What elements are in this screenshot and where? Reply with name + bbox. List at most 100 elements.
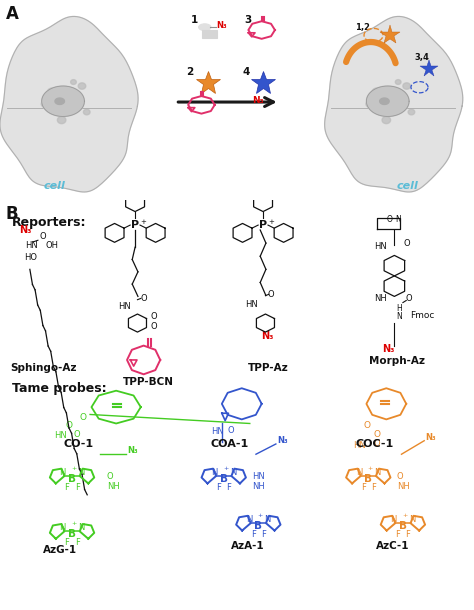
Text: +: + <box>402 513 408 518</box>
Text: O: O <box>65 422 72 431</box>
Text: O: O <box>405 293 412 303</box>
Text: N: N <box>59 468 66 477</box>
Text: F: F <box>227 483 231 492</box>
Text: Tame probes:: Tame probes: <box>12 382 107 395</box>
Text: HO: HO <box>24 253 36 262</box>
Text: O: O <box>73 429 80 439</box>
Text: 3,4: 3,4 <box>415 53 429 62</box>
Text: B: B <box>365 473 372 484</box>
Polygon shape <box>403 83 410 89</box>
Polygon shape <box>83 109 90 115</box>
Text: F: F <box>216 483 221 492</box>
Polygon shape <box>78 83 86 89</box>
Text: O: O <box>404 239 410 248</box>
Text: Reporters:: Reporters: <box>12 217 86 229</box>
Text: NH: NH <box>107 482 119 491</box>
Text: A: A <box>6 5 18 23</box>
Ellipse shape <box>199 24 211 30</box>
Text: N: N <box>356 468 362 477</box>
Polygon shape <box>366 101 374 107</box>
Text: N₃: N₃ <box>19 225 31 235</box>
Text: OH: OH <box>45 242 58 251</box>
Text: O: O <box>373 439 380 448</box>
Text: F: F <box>361 483 365 492</box>
Text: B: B <box>68 529 76 539</box>
Polygon shape <box>408 109 415 115</box>
Text: HN: HN <box>245 300 258 309</box>
Text: +: + <box>368 466 373 471</box>
Polygon shape <box>42 86 84 117</box>
Text: F: F <box>406 529 410 539</box>
Text: O: O <box>373 429 380 439</box>
Text: H: H <box>396 304 401 313</box>
Polygon shape <box>55 98 64 104</box>
Text: N: N <box>395 215 401 224</box>
Text: cell: cell <box>44 181 65 192</box>
Text: F: F <box>64 538 69 547</box>
Text: F: F <box>251 529 255 539</box>
Polygon shape <box>380 98 389 104</box>
Text: N: N <box>409 515 416 524</box>
Text: COA-1: COA-1 <box>211 439 249 449</box>
Text: N: N <box>59 523 66 532</box>
Text: O: O <box>268 290 274 300</box>
Text: cell: cell <box>397 181 419 192</box>
Text: +: + <box>72 522 77 526</box>
Text: O: O <box>364 422 371 431</box>
Text: NH: NH <box>397 482 410 491</box>
Polygon shape <box>57 117 66 124</box>
Text: HN: HN <box>353 441 366 450</box>
Text: B: B <box>68 473 76 484</box>
Text: CO-1: CO-1 <box>63 439 93 449</box>
Polygon shape <box>0 16 138 192</box>
Polygon shape <box>366 86 409 117</box>
Text: O: O <box>228 426 234 434</box>
Text: N₃: N₃ <box>253 96 264 106</box>
Text: B: B <box>6 205 18 223</box>
Text: N₃: N₃ <box>383 344 395 354</box>
Text: COC-1: COC-1 <box>356 439 393 449</box>
Text: 3: 3 <box>244 15 251 25</box>
Text: NH: NH <box>374 293 387 303</box>
Polygon shape <box>372 88 382 96</box>
Polygon shape <box>47 88 57 96</box>
Text: F: F <box>395 529 400 539</box>
Text: Fmoc: Fmoc <box>410 310 434 320</box>
Text: N₃: N₃ <box>277 436 288 445</box>
Text: TPP-BCN: TPP-BCN <box>123 376 174 387</box>
Polygon shape <box>382 117 391 124</box>
Text: +: + <box>269 219 274 225</box>
Text: O: O <box>39 232 46 241</box>
Text: HN: HN <box>252 472 265 481</box>
Text: 1,2: 1,2 <box>356 23 371 32</box>
Text: B: B <box>220 473 228 484</box>
Text: P: P <box>131 220 139 230</box>
Text: N: N <box>230 468 237 477</box>
Text: B: B <box>399 521 407 531</box>
Text: AzC-1: AzC-1 <box>376 540 410 550</box>
Text: O: O <box>150 312 157 321</box>
Text: N: N <box>211 468 218 477</box>
Text: O: O <box>107 472 113 481</box>
Text: +: + <box>258 513 263 518</box>
Text: NH: NH <box>252 482 265 491</box>
Text: P: P <box>259 220 267 230</box>
Text: HN: HN <box>118 302 131 310</box>
Text: +: + <box>141 219 146 225</box>
Text: N₃: N₃ <box>425 433 436 442</box>
Text: N: N <box>390 515 397 524</box>
Text: 1: 1 <box>191 15 198 25</box>
Text: HN: HN <box>25 242 38 251</box>
Text: N₃: N₃ <box>216 21 227 30</box>
Text: N: N <box>374 468 381 477</box>
Text: F: F <box>371 483 376 492</box>
Text: F: F <box>75 483 80 492</box>
Text: HN: HN <box>55 431 67 440</box>
Text: Sphingo-Az: Sphingo-Az <box>10 364 77 373</box>
Text: AzG-1: AzG-1 <box>43 545 77 554</box>
Text: O: O <box>386 215 392 224</box>
Text: TPP-Az: TPP-Az <box>248 363 289 373</box>
FancyBboxPatch shape <box>202 30 217 38</box>
Text: O: O <box>141 295 147 303</box>
Text: AzA-1: AzA-1 <box>231 540 265 550</box>
